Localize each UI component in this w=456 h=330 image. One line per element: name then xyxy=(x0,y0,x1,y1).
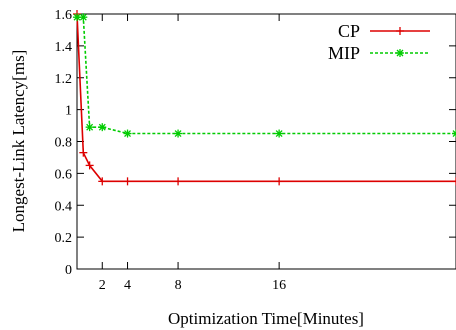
y-tick-label: 0 xyxy=(65,263,72,278)
legend-marker-cp xyxy=(396,27,404,35)
data-point-cp xyxy=(174,177,183,186)
x-tick-label: 8 xyxy=(175,278,182,293)
y-tick-label: 0.8 xyxy=(55,136,73,151)
y-tick-label: 0.4 xyxy=(55,199,73,214)
y-tick-label: 1 xyxy=(65,104,72,119)
data-point-mip xyxy=(98,123,107,132)
series-layer xyxy=(73,10,456,186)
legend-label-mip: MIP xyxy=(328,43,360,63)
data-point-mip xyxy=(452,129,456,138)
series-line-cp xyxy=(76,13,456,183)
y-axis-label: Longest-Link Latency[ms] xyxy=(9,50,28,233)
data-point-cp xyxy=(275,177,284,186)
data-point-cp xyxy=(123,177,132,186)
data-point-mip xyxy=(85,123,94,132)
legend-marker-mip xyxy=(396,49,404,57)
y-tick-labels: 0 0.2 0.4 0.6 0.8 1 1.2 1.4 1.6 xyxy=(55,8,73,278)
x-tick-label: 16 xyxy=(272,278,286,293)
data-point-mip xyxy=(275,129,284,138)
y-tick-label: 1.4 xyxy=(55,40,73,55)
x-tick-label: 2 xyxy=(99,278,106,293)
y-tick-label: 1.2 xyxy=(55,72,73,87)
data-point-mip xyxy=(79,13,88,22)
data-point-mip xyxy=(123,129,132,138)
y-tick-label: 0.6 xyxy=(55,167,73,182)
data-point-cp xyxy=(452,177,456,186)
x-tick-label: 4 xyxy=(124,278,131,293)
x-axis-label: Optimization Time[Minutes] xyxy=(168,309,364,328)
x-tick-labels: 2 4 8 16 xyxy=(99,278,286,293)
data-point-cp xyxy=(85,161,94,170)
series-line-mip xyxy=(77,16,456,135)
legend-label-cp: CP xyxy=(338,21,360,41)
y-tick-label: 0.2 xyxy=(55,231,73,246)
y-tick-label: 1.6 xyxy=(55,8,73,23)
data-point-cp xyxy=(79,148,88,157)
data-point-cp xyxy=(98,177,107,186)
data-point-mip xyxy=(174,129,183,138)
